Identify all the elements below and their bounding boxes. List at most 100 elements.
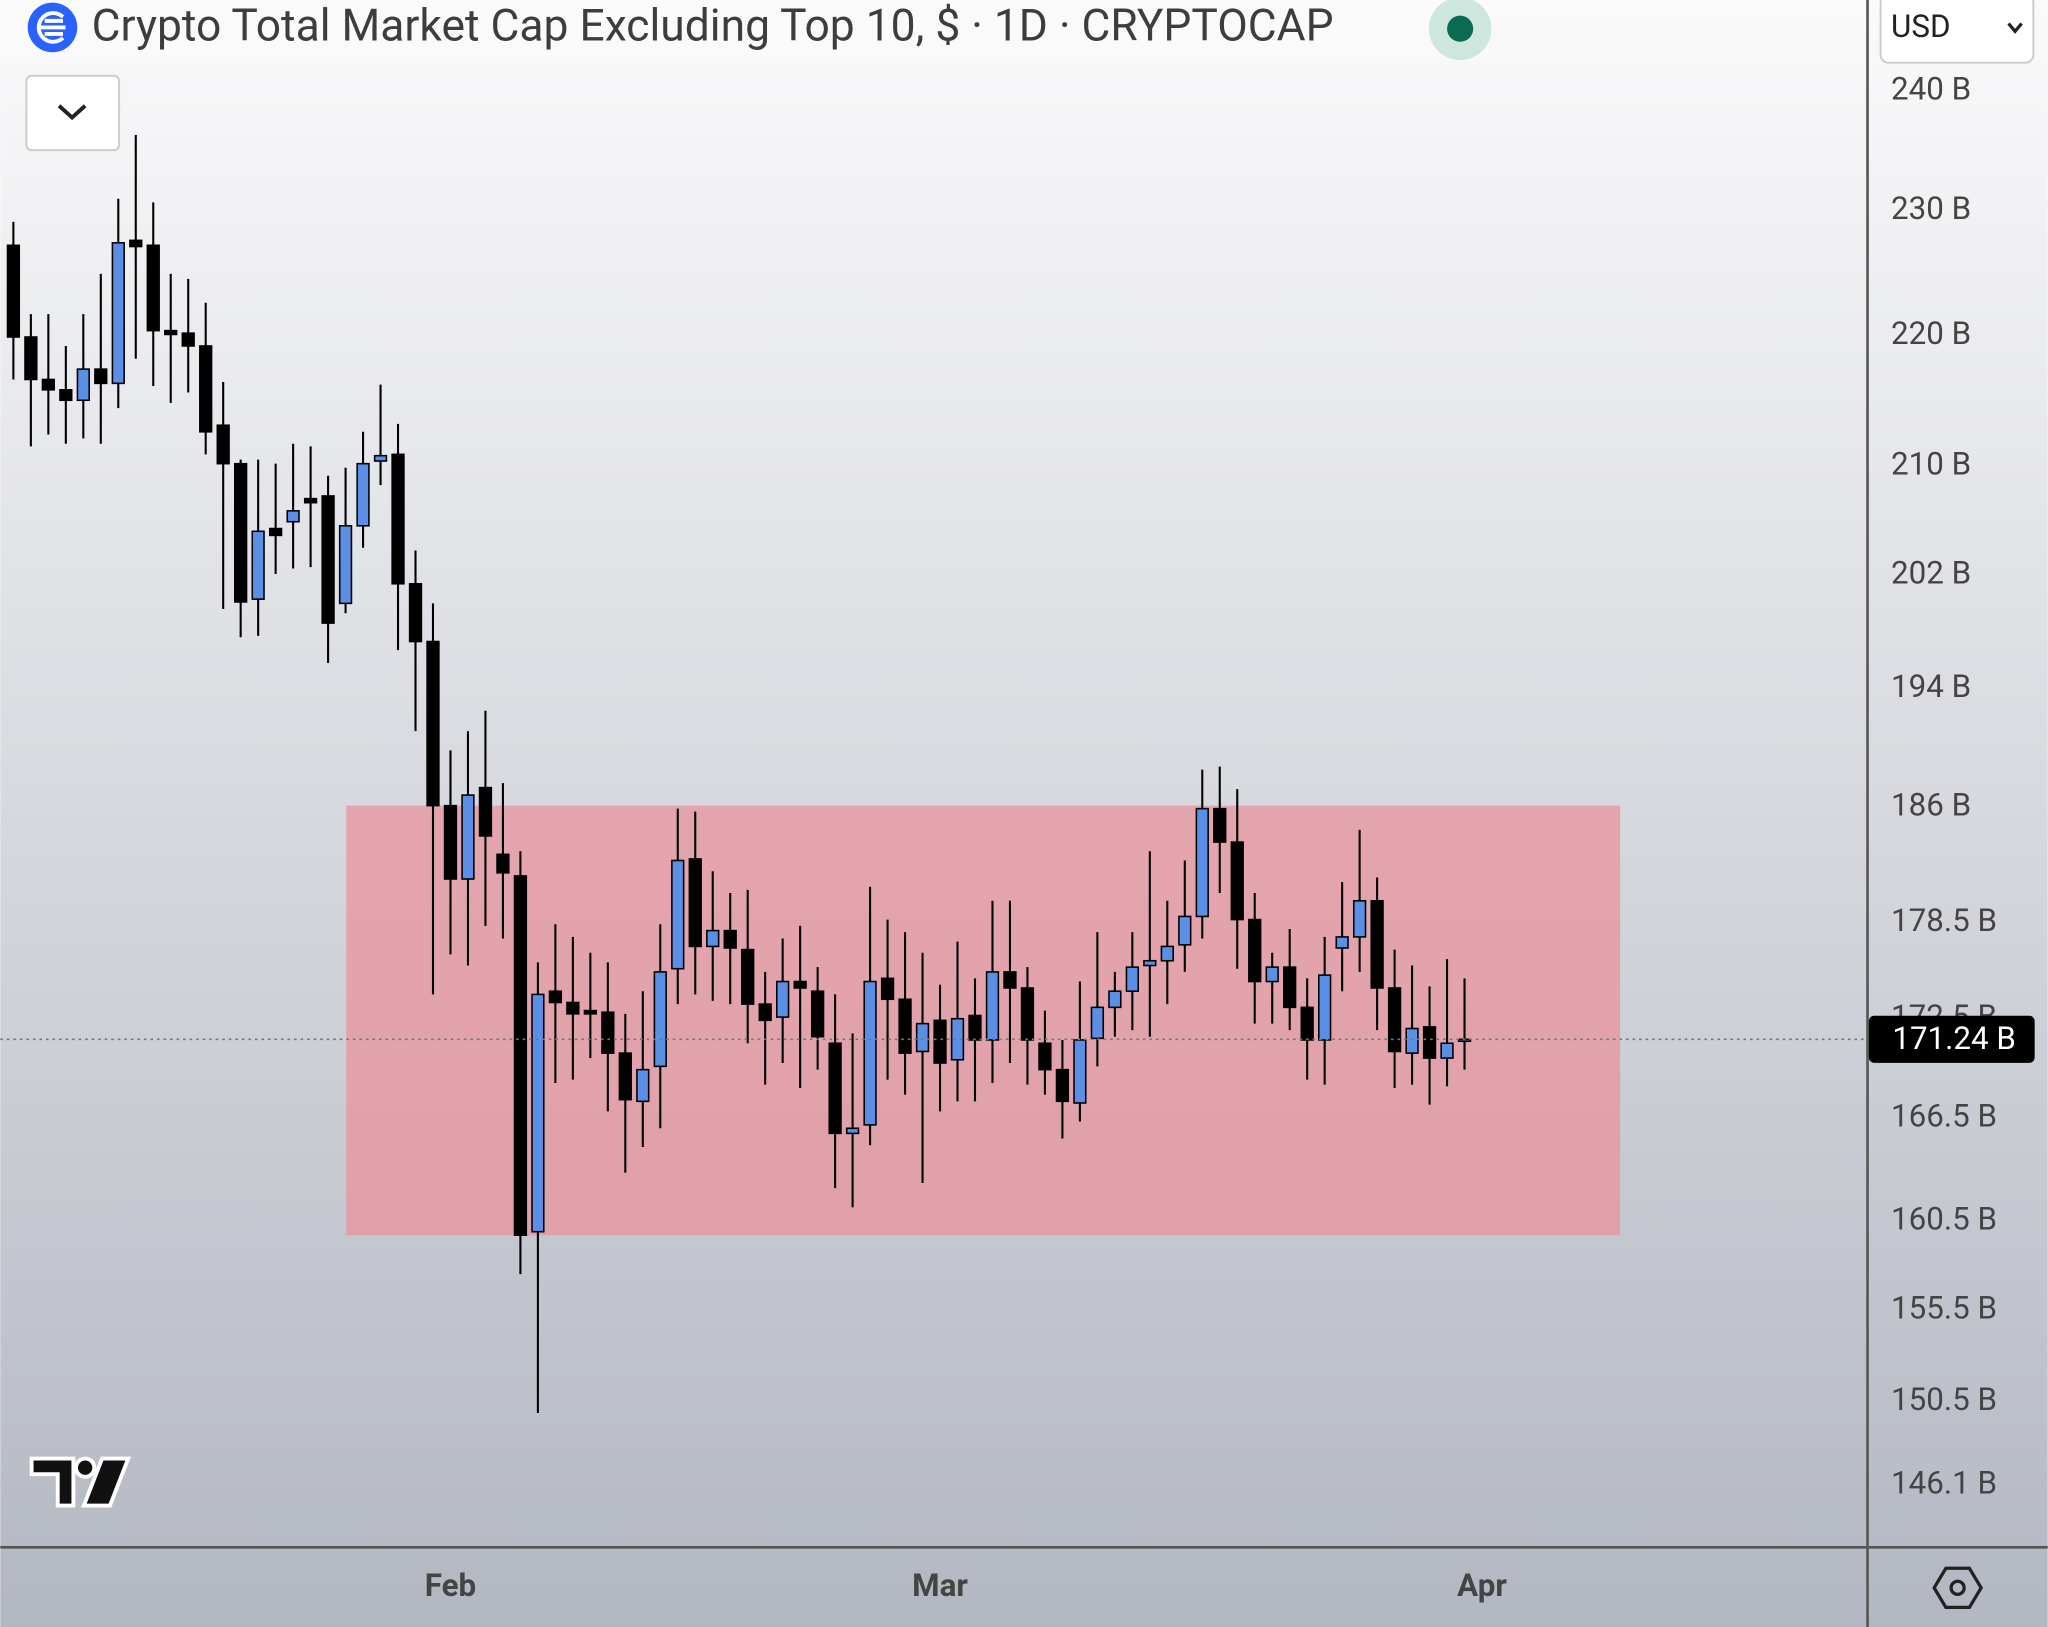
candle-body-down	[1300, 1006, 1314, 1041]
tradingview-logo[interactable]	[29, 1456, 132, 1508]
candle-body-up	[636, 1068, 650, 1103]
candle-body-down	[1230, 841, 1244, 921]
candle-body-down	[234, 462, 248, 603]
candle-body-up	[1108, 990, 1122, 1009]
candle-body-up	[286, 510, 300, 523]
candle-body-up	[461, 794, 475, 880]
y-tick-label: 202 B	[1891, 555, 1971, 592]
x-tick-label: Apr	[1457, 1567, 1507, 1604]
candle-body-up	[1440, 1042, 1454, 1059]
x-tick-label: Feb	[425, 1567, 476, 1604]
candle-body-up	[356, 462, 370, 527]
last-price-label: 171.24 B	[1892, 1020, 2016, 1057]
candle-body-down	[566, 1001, 580, 1015]
candle-body-up	[251, 530, 265, 600]
plot-area	[0, 135, 1868, 1414]
market-status-dot	[1447, 15, 1474, 42]
collapse-chevron	[57, 104, 87, 121]
candle-body-down	[1020, 987, 1035, 1041]
y-tick-label: 155.5 B	[1891, 1289, 1997, 1326]
currency-label: USD	[1891, 8, 1950, 45]
last-price-tag	[1868, 1015, 2035, 1063]
candle-body-down	[94, 368, 108, 385]
candle-body-up	[1125, 966, 1140, 992]
y-tick-label: 240 B	[1891, 71, 1971, 108]
candle-body-down	[199, 345, 213, 433]
candle-body-down	[391, 453, 405, 585]
candle-body-down	[898, 998, 912, 1054]
candle-body-down	[59, 389, 73, 402]
candle-body-down	[6, 244, 21, 338]
y-tick-label: 160.5 B	[1891, 1200, 1997, 1237]
candle-body-up	[863, 980, 877, 1126]
candle-body-up	[1352, 899, 1367, 938]
y-tick-label: 194 B	[1891, 668, 1971, 705]
candle-body-up	[671, 859, 685, 970]
candle-body-up	[338, 525, 353, 605]
logo-part	[80, 1456, 132, 1508]
candle-body-down	[268, 527, 283, 537]
candle-body-down	[968, 1014, 982, 1041]
y-tick-label: 220 B	[1891, 315, 1971, 352]
x-tick-label: Mar	[912, 1567, 968, 1604]
candle-body-down	[24, 336, 38, 381]
candle-body-up	[1178, 915, 1192, 946]
logo-part	[29, 1456, 76, 1508]
candle-body-up	[1265, 966, 1279, 983]
candle-body-up	[1405, 1027, 1419, 1054]
candle-body-down	[513, 875, 528, 1237]
candle-body-down	[478, 786, 493, 837]
candle-body-down	[1422, 1026, 1437, 1059]
candle-body-down	[1055, 1068, 1070, 1103]
symbol-logo-glyph	[36, 11, 66, 44]
candle-body-up	[1318, 974, 1332, 1041]
candle-body-down	[1003, 971, 1017, 989]
candle-body-up	[1195, 807, 1209, 918]
candle-body-down	[164, 329, 178, 336]
candle-body-down	[146, 244, 160, 332]
candle-body-up	[776, 980, 790, 1018]
y-tick-label: 150.5 B	[1891, 1381, 1997, 1418]
candle-body-down	[548, 990, 563, 1004]
candle-body-down	[688, 858, 702, 948]
logo-part	[74, 1456, 97, 1479]
y-tick-label: 166.5 B	[1891, 1097, 1997, 1134]
candle-body-down	[1283, 966, 1297, 1009]
candle-body-up	[653, 971, 667, 1068]
candle-body-down	[321, 495, 335, 624]
y-tick-label: 230 B	[1891, 190, 1971, 227]
candle-body-down	[723, 929, 737, 949]
candle-body-down	[1213, 807, 1227, 843]
candle-body-down	[758, 1003, 772, 1022]
candle-body-up	[706, 929, 720, 948]
candle-body-down	[216, 424, 230, 465]
candle-body-down	[496, 853, 510, 874]
candle-body-up	[845, 1127, 860, 1135]
candle-body-up	[915, 1022, 930, 1053]
currency-chevron	[2007, 22, 2023, 34]
candle-body-down	[408, 582, 423, 643]
settings-button[interactable]	[1932, 1566, 1984, 1610]
collapse-button[interactable]	[25, 74, 121, 152]
candle-body-down	[181, 332, 195, 347]
axes: 240 B 230 B 220 B 210 B 202 B 194 B 186 B 178.5…	[425, 71, 2035, 1604]
candle-body-down	[303, 497, 318, 504]
y-tick-label: 146.1 B	[1891, 1464, 1997, 1501]
candle-body-down	[426, 640, 440, 807]
candle-body-up	[1160, 945, 1174, 962]
candle-body-down	[583, 1009, 598, 1015]
candle-body-down	[1038, 1042, 1052, 1071]
header-bar	[0, 0, 1489, 58]
currency-dropdown[interactable]	[1879, 0, 2035, 64]
settings-glyph	[1949, 1579, 1966, 1596]
candle-body-down	[1370, 899, 1384, 989]
candle-body-up	[985, 971, 1000, 1041]
candle-body-up	[111, 242, 125, 385]
candle-body-up	[1090, 1006, 1105, 1040]
candle-body-down	[618, 1052, 632, 1101]
candle-body-up	[1073, 1039, 1087, 1104]
candle-body-down	[880, 977, 895, 1001]
candle-body-down	[810, 990, 825, 1038]
